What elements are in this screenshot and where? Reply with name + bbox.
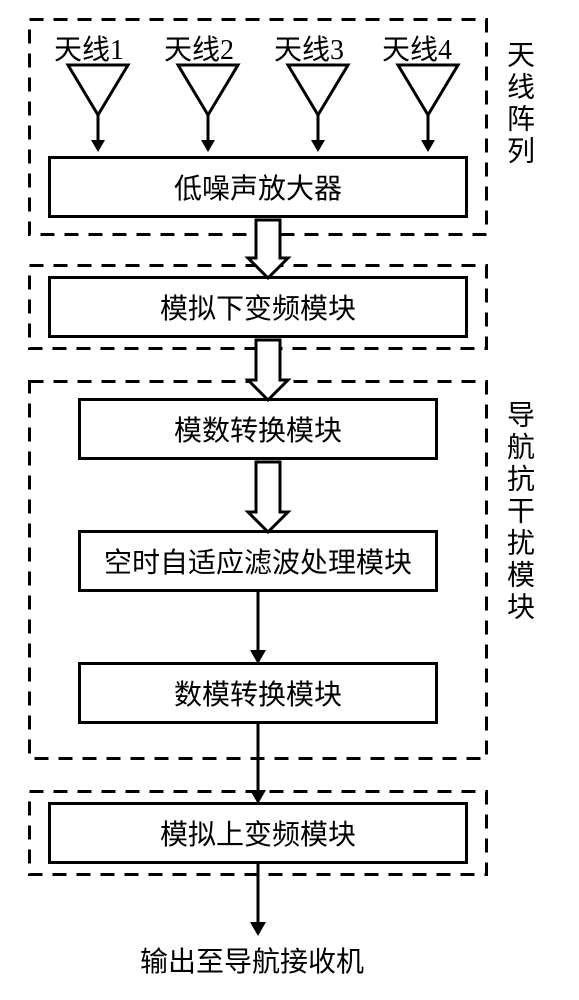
antenna-icon-4 [393,60,463,160]
box-dac-label: 数模转换模块 [174,673,342,713]
side-label-antenna_array: 天线阵列 [498,40,538,168]
side-label-anti_jam: 导航抗干扰模块 [498,400,538,624]
box-adc: 模数转换模块 [78,398,438,460]
solid-arrow-3 [248,864,268,938]
antenna-icon-2 [173,60,243,160]
box-filter-label: 空时自适应滤波处理模块 [104,541,412,581]
hollow-arrow-1 [246,218,290,280]
box-dac: 数模转换模块 [78,662,438,724]
box-down: 模拟下变频模块 [48,276,468,338]
hollow-arrow-3 [246,460,290,534]
output-label: 输出至导航接收机 [140,940,364,980]
antenna-icon-3 [283,60,353,160]
box-down-label: 模拟下变频模块 [160,287,356,327]
hollow-arrow-2 [246,338,290,402]
box-lna: 低噪声放大器 [48,156,468,218]
box-up: 模拟上变频模块 [48,802,468,864]
antenna-icon-1 [63,60,133,160]
solid-arrow-1 [248,592,268,666]
box-lna-label: 低噪声放大器 [174,167,342,207]
box-filter: 空时自适应滤波处理模块 [78,530,438,592]
box-adc-label: 模数转换模块 [174,409,342,449]
solid-arrow-2 [248,724,268,806]
box-up-label: 模拟上变频模块 [160,813,356,853]
